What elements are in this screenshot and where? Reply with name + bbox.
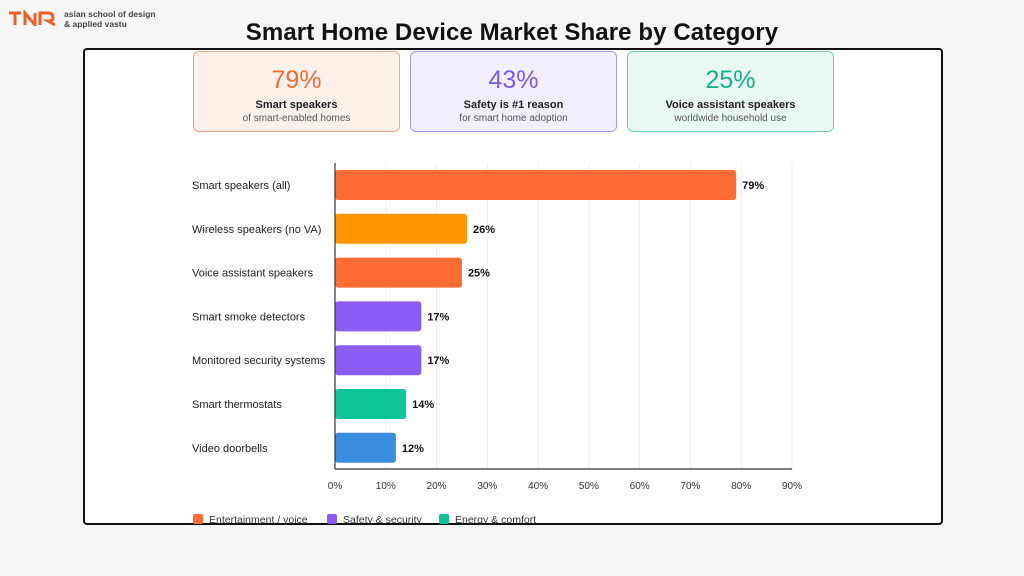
- stat-label: Smart speakers: [255, 99, 338, 111]
- brand-logo-mark: [9, 10, 56, 26]
- legend-swatch: [439, 514, 449, 524]
- legend-swatch: [327, 514, 337, 524]
- x-tick-label: 90%: [782, 481, 802, 492]
- stat-value: 43%: [488, 66, 539, 94]
- page-title: Smart Home Device Market Share by Catego…: [245, 19, 779, 46]
- category-label: Smart smoke detectors: [192, 311, 306, 323]
- legend-label: Energy & comfort: [455, 514, 537, 526]
- category-label: Smart thermostats: [192, 399, 282, 411]
- x-tick-label: 0%: [328, 481, 343, 492]
- value-label: 12%: [402, 443, 424, 455]
- legend-item-energy: Energy & comfort: [439, 514, 536, 526]
- legend-item-entertainment: Entertainment / voice: [193, 514, 308, 526]
- category-label: Smart speakers (all): [192, 180, 290, 192]
- category-label: Video doorbells: [192, 443, 268, 455]
- x-tick-label: 20%: [427, 481, 447, 492]
- stat-value: 25%: [705, 66, 756, 94]
- legend-label: Safety & security: [343, 514, 422, 526]
- bar: [335, 257, 462, 288]
- x-tick-label: 60%: [630, 481, 650, 492]
- x-tick-label: 80%: [731, 481, 751, 492]
- brand-line-2: & applied vastu: [64, 19, 127, 29]
- stat-label: Voice assistant speakers: [665, 99, 796, 111]
- x-tick-label: 30%: [477, 481, 497, 492]
- stat-sublabel: for smart home adoption: [459, 113, 568, 124]
- brand-name: asian school of design & applied vastu: [64, 9, 156, 29]
- legend-swatch: [193, 514, 203, 524]
- stat-label: Safety is #1 reason: [463, 99, 564, 111]
- stat-sublabel: worldwide household use: [674, 113, 787, 124]
- category-label: Wireless speakers (no VA): [192, 224, 321, 236]
- value-label: 25%: [468, 268, 490, 280]
- legend-label: Entertainment / voice: [209, 514, 308, 526]
- legend-item-safety: Safety & security: [327, 514, 422, 526]
- value-label: 79%: [742, 180, 764, 192]
- value-label: 17%: [427, 311, 449, 323]
- brand-line-1: asian school of design: [64, 9, 156, 19]
- bar: [335, 301, 422, 332]
- x-tick-label: 10%: [376, 481, 396, 492]
- x-tick-label: 50%: [579, 481, 599, 492]
- bar: [335, 389, 407, 419]
- category-label: Voice assistant speakers: [192, 268, 314, 280]
- stat-card-safety: 43% Safety is #1 reason for smart home a…: [410, 51, 617, 132]
- value-label: 17%: [427, 355, 449, 367]
- value-label: 14%: [412, 399, 434, 411]
- bar: [335, 345, 422, 376]
- stat-card-smart-speakers: 79% Smart speakers of smart-enabled home…: [193, 51, 400, 132]
- value-label: 26%: [473, 224, 495, 236]
- stat-value: 79%: [271, 66, 322, 94]
- bar: [335, 213, 468, 244]
- bar: [335, 432, 396, 463]
- x-tick-label: 70%: [680, 481, 700, 492]
- stat-sublabel: of smart-enabled homes: [242, 113, 351, 124]
- brand-logo: asian school of design & applied vastu: [8, 7, 158, 31]
- x-tick-label: 40%: [528, 481, 548, 492]
- category-label: Monitored security systems: [192, 355, 326, 367]
- bar: [335, 170, 737, 200]
- stat-card-voice-assistant: 25% Voice assistant speakers worldwide h…: [627, 51, 834, 132]
